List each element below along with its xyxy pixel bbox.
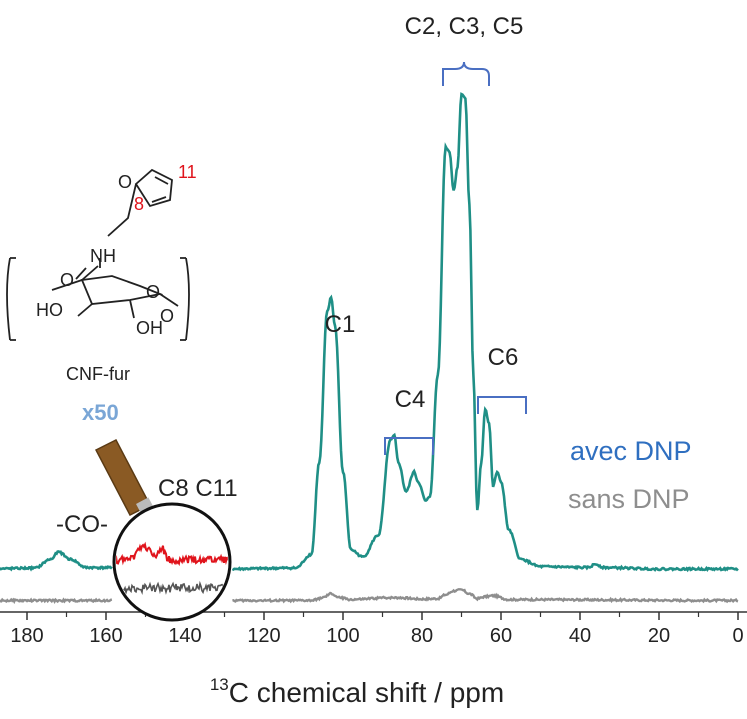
atom-label-nh: NH	[90, 246, 116, 266]
peak-label-c1: C1	[325, 311, 356, 338]
peak-label-c2-c3-c5: C2, C3, C5	[405, 13, 524, 40]
bracket-c6	[477, 396, 527, 414]
position-label-8: 8	[134, 194, 144, 214]
inset-noise-trace	[116, 580, 228, 596]
x-tick-label: 140	[168, 625, 201, 647]
inset-peak-label: C8 C11	[158, 475, 238, 502]
magnifier-inset: x50 C8 C11	[82, 400, 238, 622]
molecule-caption: CNF-fur	[66, 364, 130, 384]
molecule-structure	[6, 168, 190, 341]
x-tick-label: 60	[490, 625, 512, 647]
carbonyl-bond	[75, 265, 99, 281]
x-tick-label: 20	[648, 625, 670, 647]
atom-label-carbonyl-o: O	[60, 270, 74, 290]
peak-label-c4: C4	[395, 386, 426, 413]
atom-label-glycosidic-o: O	[160, 306, 174, 326]
x-tick-label: 0	[732, 625, 743, 647]
series-line-sans-dnp	[0, 588, 739, 605]
peak-label-co: -CO-	[56, 511, 108, 538]
inset-signal-trace	[116, 541, 228, 567]
furan-ring	[134, 168, 173, 208]
bracket-c2-c3-c5	[442, 61, 490, 86]
position-label-11: 11	[178, 162, 197, 182]
x-tick-label: 120	[247, 625, 280, 647]
bracket-c4	[384, 437, 434, 455]
atom-label-oh: OH	[136, 318, 163, 338]
x-axis-ticks: 180 160 140 120 100 80 60 40 20 0	[10, 612, 744, 647]
x-tick-label: 40	[569, 625, 591, 647]
x-tick-label: 180	[10, 625, 43, 647]
legend-sans-dnp: sans DNP	[568, 484, 690, 514]
furan-double-bonds	[151, 176, 169, 203]
series-line-avec-dnp	[0, 92, 739, 573]
polymer-brackets	[6, 257, 190, 341]
x-tick-label: 100	[326, 625, 359, 647]
legend-avec-dnp: avec DNP	[570, 436, 692, 466]
x-tick-label: 80	[411, 625, 433, 647]
magnification-label: x50	[82, 400, 119, 425]
atom-label-furan-o: O	[118, 172, 132, 192]
x-axis-label: 13C chemical shift / ppm	[210, 675, 504, 708]
atom-label-ring-o: O	[146, 282, 160, 302]
ring-substituents	[51, 279, 179, 319]
linker-bond	[107, 183, 137, 237]
x-tick-label: 160	[89, 625, 122, 647]
atom-label-ho: HO	[36, 300, 63, 320]
peak-label-c6: C6	[488, 344, 519, 371]
